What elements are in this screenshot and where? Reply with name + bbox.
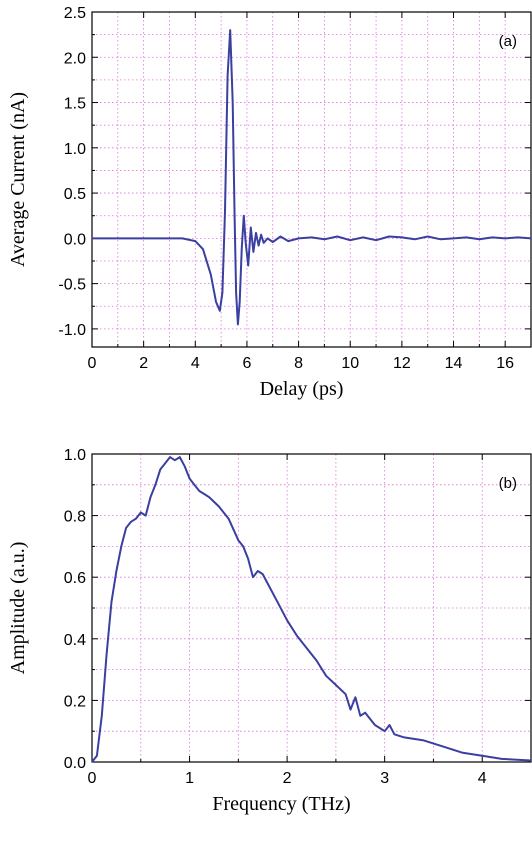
y-tick-label: 0.6 [64,570,86,587]
panel-a-chart: 0 2 4 6 8 10 12 14 16 -1.0 -0.5 0.0 0.5 1.0 1.5 2.0 2.5 D… [7,5,532,400]
x-tick-label: 6 [242,355,251,372]
y-tick-label: 2.5 [64,5,86,22]
y-tick-label: 0.2 [64,693,86,710]
x-tick-label: 0 [88,770,97,787]
panel-b-chart: 0 1 2 3 4 0.0 0.2 0.4 0.6 0.8 1.0 Frequency (THz) Am… [7,447,532,815]
x-tick-label: 1 [185,770,194,787]
x-tick-label: 10 [341,355,359,372]
x-tick-label: 12 [393,355,411,372]
plot-frame [91,11,532,348]
x-tick-label: 0 [88,355,97,372]
y-tick-label: 1.0 [64,141,86,158]
series-line [91,456,532,763]
x-tick-label: 8 [294,355,303,372]
y-tick-label: 2.0 [64,50,86,67]
y-tick-label: 0.5 [64,186,86,203]
y-tick-label: 0.8 [64,509,86,526]
x-tick-label: 16 [496,355,514,372]
y-tick-label: 0.0 [64,231,86,248]
x-tick-label: 2 [283,770,292,787]
y-tick-label: 0.0 [64,755,86,772]
x-tick-label: 4 [478,770,487,787]
series-line [92,29,532,326]
x-tick-label: 2 [139,355,148,372]
y-tick-label: 1.0 [64,447,86,464]
x-tick-label: 4 [191,355,200,372]
x-axis-title: Delay (ps) [260,378,344,400]
y-tick-label: -1.0 [58,322,86,339]
x-axis-title: Frequency (THz) [212,793,350,815]
x-tick-label: 3 [380,770,389,787]
panel-label: (a) [499,33,517,50]
y-axis-title: Average Current (nA) [7,92,29,267]
x-tick-label: 14 [445,355,463,372]
panel-label: (b) [499,475,517,492]
y-tick-label: 1.5 [64,96,86,113]
y-tick-label: 0.4 [64,632,86,649]
y-axis-title: Amplitude (a.u.) [7,542,29,675]
y-tick-label: -0.5 [58,277,86,294]
